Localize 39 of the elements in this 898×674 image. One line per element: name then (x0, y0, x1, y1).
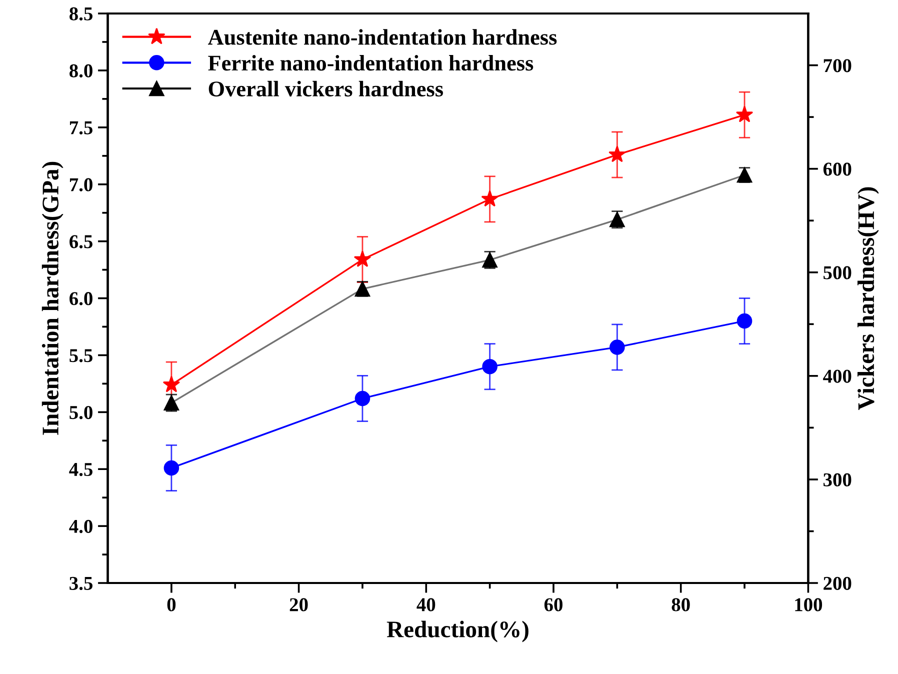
x-tick-label: 40 (416, 598, 436, 612)
point (354, 250, 372, 267)
x-tick-label: 60 (544, 598, 562, 612)
x-tick-label: 100 (795, 598, 822, 612)
y-tick-label: 4.5 (69, 463, 92, 476)
y-tick-label: 8.5 (70, 7, 92, 21)
y-tick-label: 6.5 (70, 235, 92, 248)
legend-label: Ferrite nano-indentation hardness (208, 55, 534, 71)
y-tick-label: 3.5 (70, 576, 92, 590)
y2-tick-label: 600 (823, 162, 852, 176)
point (610, 340, 625, 355)
point (736, 106, 754, 122)
y-tick-label: 5.0 (70, 406, 92, 420)
x-axis-title: Reduction(%) (386, 620, 528, 642)
x-tick-label: 20 (290, 598, 308, 612)
point (164, 460, 180, 476)
y-tick-label: 6.0 (70, 292, 92, 306)
point (736, 313, 752, 329)
y2-tick-label: 400 (823, 370, 852, 383)
y2-tick-label: 500 (824, 266, 852, 280)
point (482, 358, 498, 374)
point (608, 146, 626, 162)
point (162, 376, 180, 392)
y2-tick-label: 300 (824, 473, 852, 486)
y-tick-label: 8.0 (70, 64, 92, 78)
y-axis-title: Indentation hardness(GPa) (42, 162, 64, 435)
point (481, 190, 498, 207)
point (354, 390, 370, 406)
y2-axis-title: Vickers hardness(HV) (858, 187, 879, 410)
y2-tick-label: 200 (824, 576, 852, 590)
x-tick-label: 80 (672, 598, 690, 612)
legend-label: Austenite nano-indentation hardness (208, 29, 557, 45)
y-tick-label: 4.0 (69, 520, 92, 534)
legend-label: Overall vickers hardness (208, 80, 443, 96)
y-tick-label: 7.5 (70, 121, 92, 134)
y-tick-label: 7.0 (70, 178, 92, 192)
y2-tick-label: 700 (824, 59, 852, 72)
y-tick-label: 5.5 (70, 349, 92, 362)
x-tick-label: 0 (167, 598, 176, 612)
